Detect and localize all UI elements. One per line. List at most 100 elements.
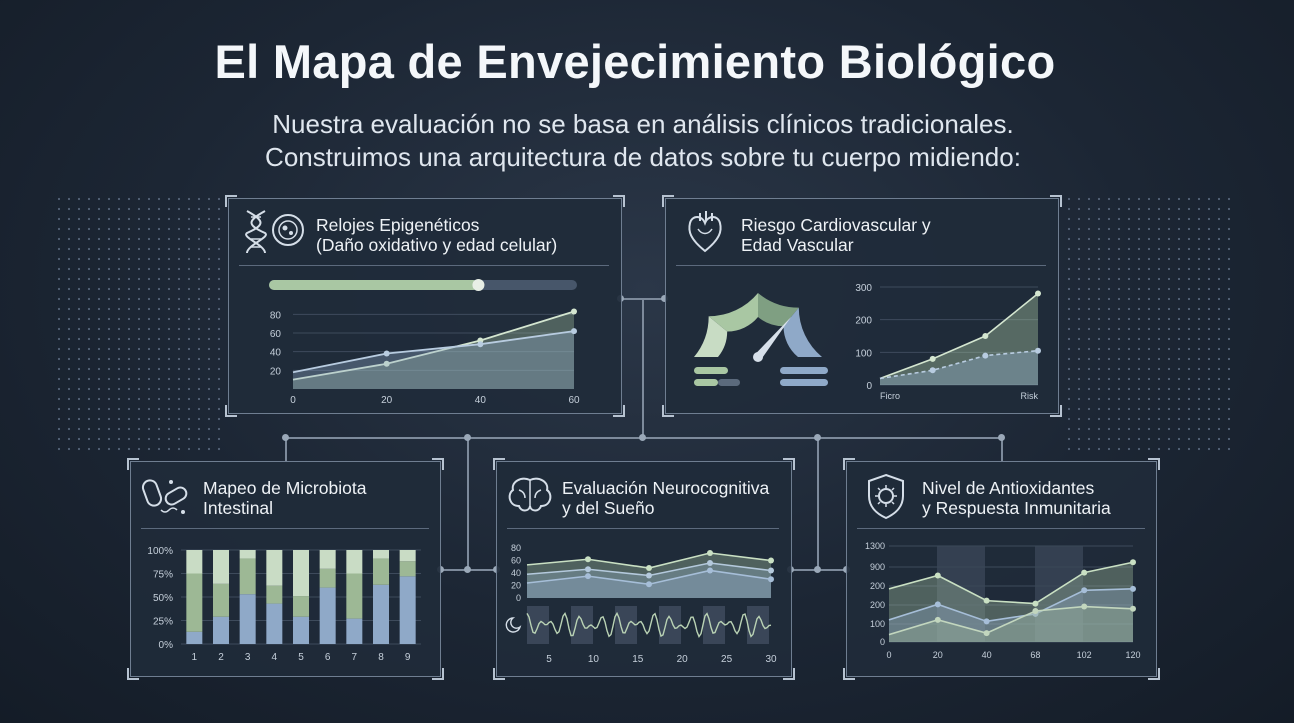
- dot: [1147, 367, 1151, 371]
- dot: [1227, 397, 1231, 401]
- dot: [187, 247, 191, 251]
- dot: [1167, 317, 1171, 321]
- dot: [1097, 227, 1101, 231]
- dot: [1207, 337, 1211, 341]
- dot: [1167, 217, 1171, 221]
- dot: [117, 447, 121, 451]
- data-point: [934, 616, 941, 623]
- dot: [197, 367, 201, 371]
- dot: [57, 357, 61, 361]
- dot: [1147, 307, 1151, 311]
- dot: [207, 207, 211, 211]
- dot: [157, 317, 161, 321]
- heart-icon: [688, 211, 722, 253]
- dot: [107, 377, 111, 381]
- dot: [57, 247, 61, 251]
- data-point: [1130, 605, 1136, 612]
- dot: [177, 397, 181, 401]
- dot: [1187, 207, 1191, 211]
- dot: [1157, 297, 1161, 301]
- dot: [1187, 357, 1191, 361]
- x-tick-label: Risk: [1021, 391, 1039, 401]
- data-point: [934, 572, 941, 579]
- dot: [1087, 277, 1091, 281]
- dot: [1067, 347, 1071, 351]
- sleep-band: [659, 606, 681, 644]
- dot: [1137, 357, 1141, 361]
- dot: [97, 307, 101, 311]
- dot: [77, 307, 81, 311]
- dot: [87, 207, 91, 211]
- data-point: [982, 333, 989, 339]
- dot: [1147, 437, 1151, 441]
- dot: [1167, 377, 1171, 381]
- dot: [1147, 337, 1151, 341]
- dot: [127, 427, 131, 431]
- dot: [137, 237, 141, 241]
- dot: [1107, 227, 1111, 231]
- dot: [167, 377, 171, 381]
- dot: [137, 307, 141, 311]
- dot: [197, 247, 201, 251]
- dot: [147, 337, 151, 341]
- dot: [207, 377, 211, 381]
- dot: [1167, 197, 1171, 201]
- panel-title-microbiota-line2: Intestinal: [203, 498, 274, 518]
- dot: [1137, 287, 1141, 291]
- dot: [1167, 417, 1171, 421]
- dot: [1127, 417, 1131, 421]
- dot: [197, 437, 201, 441]
- dot: [1197, 207, 1201, 211]
- dot: [1107, 217, 1111, 221]
- dot: [127, 337, 131, 341]
- dot: [177, 317, 181, 321]
- dot: [1147, 267, 1151, 271]
- dot: [127, 357, 131, 361]
- dot: [197, 237, 201, 241]
- data-point: [983, 597, 990, 604]
- dot: [117, 257, 121, 261]
- dot: [1217, 227, 1221, 231]
- dot: [137, 337, 141, 341]
- dot: [187, 407, 191, 411]
- dot: [137, 257, 141, 261]
- dot: [127, 287, 131, 291]
- dot: [1117, 317, 1121, 321]
- dot: [187, 307, 191, 311]
- x-tick-label: 0: [886, 650, 891, 660]
- dot: [1207, 417, 1211, 421]
- dot: [1117, 427, 1121, 431]
- dot: [67, 247, 71, 251]
- dot: [1227, 317, 1231, 321]
- dot: [187, 237, 191, 241]
- dot: [167, 247, 171, 251]
- dot: [1217, 447, 1221, 451]
- bar-segment: [266, 603, 283, 644]
- dot: [137, 357, 141, 361]
- dot: [167, 367, 171, 371]
- gauge-segment: [783, 307, 822, 357]
- dot: [1167, 277, 1171, 281]
- dot: [1147, 207, 1151, 211]
- dot: [77, 367, 81, 371]
- dot: [67, 237, 71, 241]
- dot: [1207, 237, 1211, 241]
- moon-icon: [505, 617, 522, 633]
- dot: [97, 417, 101, 421]
- bar-segment: [319, 587, 336, 644]
- dot: [1087, 347, 1091, 351]
- dot: [107, 287, 111, 291]
- dot: [57, 217, 61, 221]
- dot: [167, 307, 171, 311]
- dot: [1067, 407, 1071, 411]
- dot: [97, 347, 101, 351]
- dot: [1167, 337, 1171, 341]
- dot: [97, 377, 101, 381]
- panel-corner-bracket: [613, 405, 625, 417]
- dot: [107, 447, 111, 451]
- dot: [157, 347, 161, 351]
- dot: [1097, 427, 1101, 431]
- dot: [1227, 237, 1231, 241]
- dot: [1197, 377, 1201, 381]
- dot: [1137, 227, 1141, 231]
